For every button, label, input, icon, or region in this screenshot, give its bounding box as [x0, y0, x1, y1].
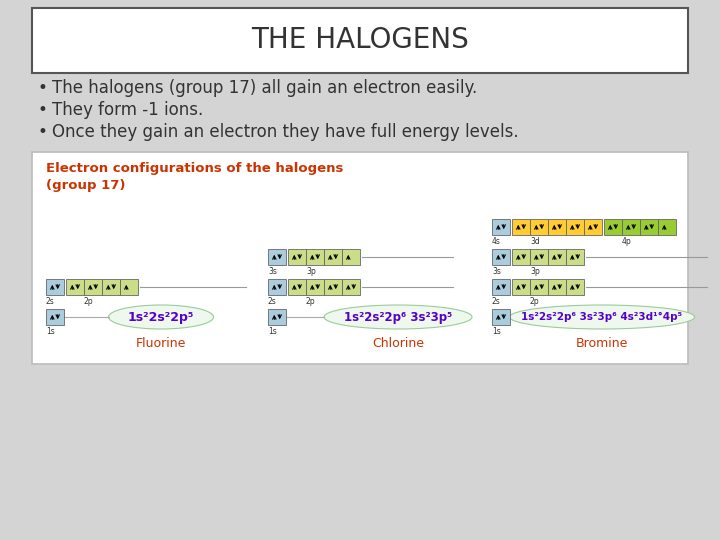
- Ellipse shape: [324, 305, 472, 329]
- FancyBboxPatch shape: [530, 219, 548, 235]
- FancyBboxPatch shape: [342, 249, 360, 265]
- Ellipse shape: [510, 305, 695, 329]
- FancyBboxPatch shape: [566, 279, 584, 295]
- Text: 3d: 3d: [530, 237, 540, 246]
- FancyBboxPatch shape: [306, 279, 324, 295]
- FancyBboxPatch shape: [622, 219, 640, 235]
- FancyBboxPatch shape: [512, 279, 530, 295]
- Text: 4p: 4p: [622, 237, 631, 246]
- Text: They form -1 ions.: They form -1 ions.: [52, 101, 203, 119]
- FancyBboxPatch shape: [530, 279, 548, 295]
- Text: 2s: 2s: [46, 297, 55, 306]
- Text: 1s²2s²2p⁶ 3s²3p⁶ 4s²3d¹°4p⁵: 1s²2s²2p⁶ 3s²3p⁶ 4s²3d¹°4p⁵: [521, 312, 683, 322]
- FancyBboxPatch shape: [288, 249, 306, 265]
- FancyBboxPatch shape: [548, 279, 566, 295]
- FancyBboxPatch shape: [492, 309, 510, 325]
- FancyBboxPatch shape: [32, 8, 688, 73]
- FancyBboxPatch shape: [324, 249, 342, 265]
- FancyBboxPatch shape: [492, 249, 510, 265]
- FancyBboxPatch shape: [46, 279, 64, 295]
- FancyBboxPatch shape: [268, 249, 286, 265]
- FancyBboxPatch shape: [342, 279, 360, 295]
- FancyBboxPatch shape: [268, 309, 286, 325]
- FancyBboxPatch shape: [120, 279, 138, 295]
- Text: 1s: 1s: [268, 327, 276, 336]
- FancyBboxPatch shape: [66, 279, 84, 295]
- Text: 2p: 2p: [306, 297, 315, 306]
- FancyBboxPatch shape: [306, 249, 324, 265]
- Text: 1s²2s²2p⁵: 1s²2s²2p⁵: [128, 310, 194, 323]
- Text: Chlorine: Chlorine: [372, 337, 424, 350]
- FancyBboxPatch shape: [584, 219, 602, 235]
- Text: Electron configurations of the halogens
(group 17): Electron configurations of the halogens …: [46, 162, 343, 192]
- FancyBboxPatch shape: [566, 219, 584, 235]
- Text: Once they gain an electron they have full energy levels.: Once they gain an electron they have ful…: [52, 123, 518, 141]
- Text: 2p: 2p: [530, 297, 539, 306]
- Text: 1s: 1s: [46, 327, 55, 336]
- FancyBboxPatch shape: [492, 219, 510, 235]
- FancyBboxPatch shape: [46, 309, 64, 325]
- FancyBboxPatch shape: [566, 249, 584, 265]
- FancyBboxPatch shape: [288, 279, 306, 295]
- FancyBboxPatch shape: [492, 279, 510, 295]
- FancyBboxPatch shape: [84, 279, 102, 295]
- Text: Bromine: Bromine: [576, 337, 628, 350]
- Text: 4s: 4s: [492, 237, 501, 246]
- Text: 3s: 3s: [268, 267, 277, 276]
- Text: 2p: 2p: [84, 297, 94, 306]
- FancyBboxPatch shape: [530, 249, 548, 265]
- FancyBboxPatch shape: [658, 219, 676, 235]
- FancyBboxPatch shape: [548, 249, 566, 265]
- Text: 1s: 1s: [492, 327, 500, 336]
- Text: 3p: 3p: [530, 267, 540, 276]
- FancyBboxPatch shape: [512, 249, 530, 265]
- FancyBboxPatch shape: [324, 279, 342, 295]
- FancyBboxPatch shape: [102, 279, 120, 295]
- FancyBboxPatch shape: [32, 152, 688, 364]
- Text: •: •: [38, 123, 48, 141]
- Text: 3s: 3s: [492, 267, 501, 276]
- Text: 2s: 2s: [492, 297, 500, 306]
- FancyBboxPatch shape: [548, 219, 566, 235]
- Text: 2s: 2s: [268, 297, 276, 306]
- Text: THE HALOGENS: THE HALOGENS: [251, 26, 469, 55]
- Text: •: •: [38, 79, 48, 97]
- Ellipse shape: [109, 305, 214, 329]
- Text: 1s²2s²2p⁶ 3s²3p⁵: 1s²2s²2p⁶ 3s²3p⁵: [344, 310, 452, 323]
- Text: The halogens (group 17) all gain an electron easily.: The halogens (group 17) all gain an elec…: [52, 79, 477, 97]
- FancyBboxPatch shape: [512, 219, 530, 235]
- Text: •: •: [38, 101, 48, 119]
- FancyBboxPatch shape: [268, 279, 286, 295]
- Text: 3p: 3p: [306, 267, 316, 276]
- FancyBboxPatch shape: [604, 219, 622, 235]
- Text: Fluorine: Fluorine: [136, 337, 186, 350]
- FancyBboxPatch shape: [640, 219, 658, 235]
